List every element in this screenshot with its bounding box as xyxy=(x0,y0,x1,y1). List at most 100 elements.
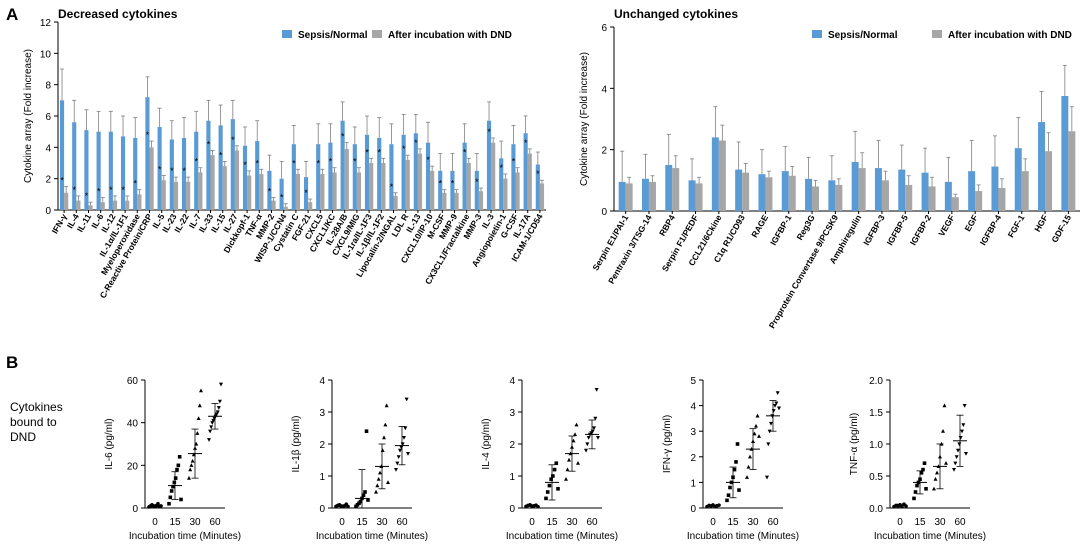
tnfa-point xyxy=(941,429,945,433)
ifng-point xyxy=(732,467,737,472)
unchanged-category-label: IGFBP-5 xyxy=(885,213,911,247)
decreased-bar-sepsis xyxy=(279,178,284,210)
il1b-point xyxy=(346,504,350,509)
unchanged-bar-dnd xyxy=(672,168,680,211)
il4-point xyxy=(565,467,570,472)
il4-point xyxy=(585,442,590,447)
decreased-significance: * xyxy=(60,176,64,186)
il6-point xyxy=(187,475,191,480)
unchanged-bar-sepsis xyxy=(618,181,626,211)
decreased-bar-dnd xyxy=(88,205,93,210)
decreased-bar-dnd xyxy=(247,175,252,210)
decreased-bar-sepsis xyxy=(255,141,260,210)
decreased-bar-sepsis xyxy=(450,170,455,210)
unchanged-bar-sepsis xyxy=(735,169,743,211)
unchanged-bar-sepsis xyxy=(1038,122,1046,211)
decreased-significance: * xyxy=(390,182,394,192)
unchanged-bar-dnd xyxy=(765,177,773,211)
il6-point xyxy=(197,403,202,408)
il4-x-tick-label: 0 xyxy=(529,517,535,528)
decreased-significance: * xyxy=(475,177,479,187)
il1b-point xyxy=(376,477,381,481)
decreased-bar-sepsis xyxy=(59,100,65,210)
il1b-point xyxy=(402,436,406,440)
unchanged-category-label: GDF-15 xyxy=(1049,213,1073,244)
decreased-bar-sepsis xyxy=(425,142,431,210)
unchanged-bar-dnd xyxy=(695,183,703,211)
il4-point xyxy=(573,432,577,436)
ifng-x-tick-label: 30 xyxy=(747,517,759,528)
il4-point xyxy=(567,457,571,462)
il6-point xyxy=(188,467,193,472)
decreased-significance: * xyxy=(402,144,406,154)
decreased-significance: * xyxy=(158,165,162,175)
il4-x-label: Incubation time (Minutes) xyxy=(506,531,618,542)
il6-point xyxy=(179,497,183,502)
decreased-bar-sepsis xyxy=(413,133,418,210)
unchanged-y-tick-label: 0 xyxy=(601,207,607,218)
unchanged-y-label: Cytokine array (Fold increase) xyxy=(579,52,590,186)
decreased-bar-sepsis xyxy=(120,136,126,210)
unchanged-bar-dnd xyxy=(881,180,889,211)
il4-point xyxy=(592,426,596,431)
decreased-significance: * xyxy=(426,155,430,165)
decreased-significance: * xyxy=(524,138,528,148)
il4-point xyxy=(564,477,568,481)
decreased-bar-dnd xyxy=(125,200,130,210)
il6-point xyxy=(173,476,178,480)
tnfa-x-tick-label: 30 xyxy=(934,517,946,528)
ifng-point xyxy=(725,498,729,503)
decreased-bar-dnd xyxy=(186,181,191,210)
decreased-bar-dnd xyxy=(503,178,508,210)
unchanged-category-label: IGFBP-3 xyxy=(861,213,887,247)
decreased-bar-dnd xyxy=(320,173,325,210)
decreased-significance: * xyxy=(414,138,418,148)
decreased-y-tick-label: 8 xyxy=(45,81,51,92)
tnfa-point xyxy=(961,423,966,427)
il6-y-tick-label: 40 xyxy=(127,419,139,430)
unchanged-legend-swatch-dnd xyxy=(932,30,942,38)
il4-point xyxy=(552,467,557,472)
ifng-point xyxy=(777,406,781,411)
decreased-bar-dnd xyxy=(173,181,179,210)
tnfa-point xyxy=(944,461,948,465)
unchanged-bar-dnd xyxy=(835,184,843,211)
decreased-bar-dnd xyxy=(283,206,288,210)
ifng-point xyxy=(765,475,769,480)
il6-y-tick-label: 60 xyxy=(127,376,139,387)
il6-point xyxy=(195,431,200,435)
tnfa-point xyxy=(960,429,964,434)
decreased-significance: * xyxy=(487,127,491,137)
il1b-x-tick-label: 15 xyxy=(356,517,368,528)
unchanged-category-label: FGF-1 xyxy=(1006,213,1027,240)
il6-point xyxy=(168,495,173,500)
decreased-bar-dnd xyxy=(344,148,349,210)
il6-point xyxy=(207,438,211,442)
decreased-significance: * xyxy=(500,163,504,173)
unchanged-bar-dnd xyxy=(998,188,1006,211)
il6-point xyxy=(216,406,221,410)
cytokines-bound-line: DND xyxy=(10,430,36,444)
unchanged-bar-sepsis xyxy=(968,171,976,211)
il6-x-tick-label: 30 xyxy=(189,517,201,528)
il1b-point xyxy=(398,448,402,453)
unchanged-bar-dnd xyxy=(625,183,633,211)
decreased-significance: * xyxy=(304,188,308,198)
il1b-point xyxy=(361,493,366,497)
decreased-bar-sepsis xyxy=(486,120,492,210)
unchanged-bar-dnd xyxy=(1045,151,1053,211)
il6-point xyxy=(172,480,177,485)
il4-point xyxy=(571,438,576,443)
il1b-point xyxy=(383,422,388,427)
decreased-bar-sepsis xyxy=(145,97,150,210)
decreased-bar-dnd xyxy=(356,172,362,210)
unchanged-bar-dnd xyxy=(812,186,820,211)
il6-y-label: IL-6 (pg/ml) xyxy=(104,418,115,469)
tnfa-y-tick-label: 2.0 xyxy=(869,376,883,387)
ifng-point xyxy=(754,423,758,428)
decreased-bar-dnd xyxy=(100,202,105,210)
decreased-significance: * xyxy=(512,157,516,167)
decreased-bar-sepsis xyxy=(133,137,138,210)
il1b-x-tick-label: 30 xyxy=(376,517,388,528)
decreased-bar-sepsis xyxy=(377,137,382,210)
